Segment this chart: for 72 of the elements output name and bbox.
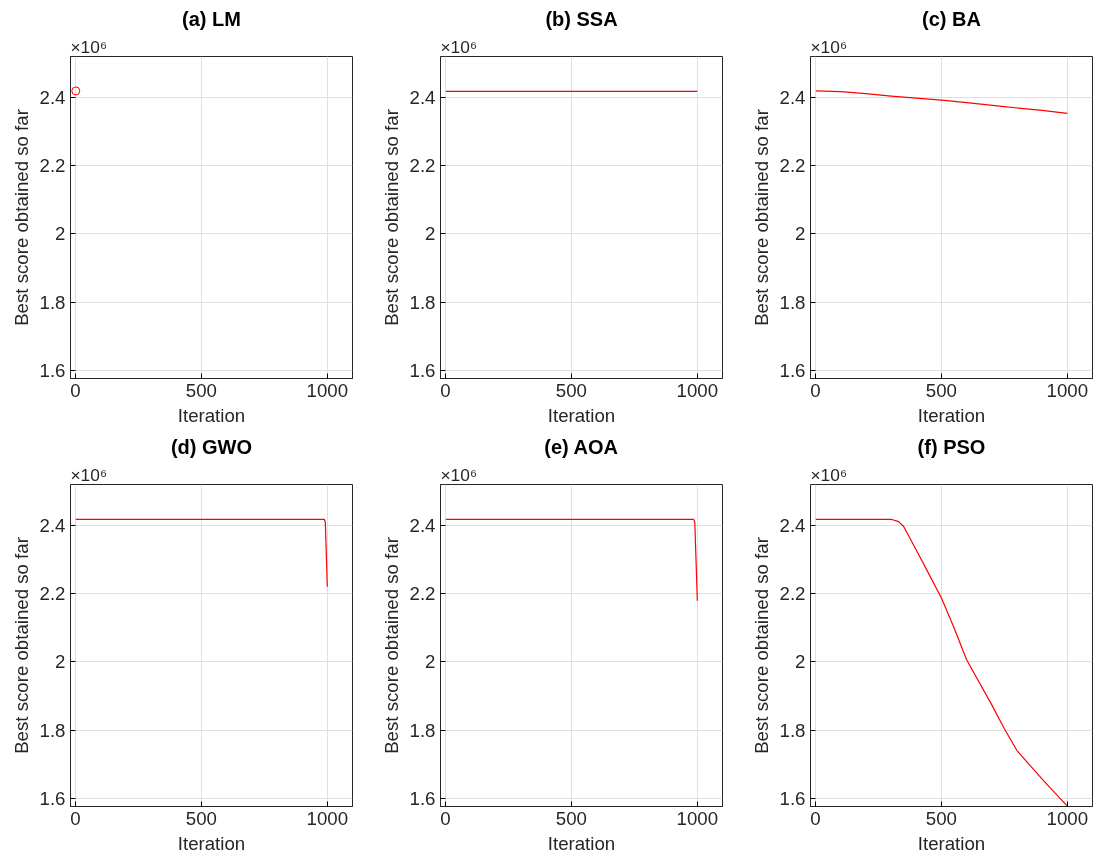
- x-axis-title: Iteration: [917, 404, 986, 426]
- x-tick-label: 1000: [676, 379, 719, 401]
- x-axis-title: Iteration: [177, 832, 246, 854]
- y-tick-label: 2.4: [779, 86, 806, 108]
- y-tick-label: 1.8: [39, 719, 66, 741]
- x-axis-title: Iteration: [917, 832, 986, 854]
- y-tick-label: 1.6: [409, 787, 436, 809]
- chart-title: (f) PSO: [917, 435, 986, 458]
- annotation: ×10⁶: [70, 464, 108, 485]
- chart-title: (a) LM: [182, 7, 241, 30]
- x-tick-label: 500: [555, 379, 588, 401]
- y-axis-title: Best score obtained so far: [750, 109, 772, 326]
- chart-title: (e) AOA: [544, 435, 618, 458]
- y-tick-label: 1.8: [39, 291, 66, 313]
- x-axis-title: Iteration: [547, 404, 616, 426]
- annotation: ×10⁶: [810, 464, 848, 485]
- annotation: ×10⁶: [440, 464, 478, 485]
- y-tick-label: 1.6: [779, 787, 806, 809]
- y-tick-label: 1.6: [409, 359, 436, 381]
- x-tick-label: 1000: [1046, 379, 1089, 401]
- y-tick-label: 2.2: [779, 155, 806, 177]
- y-tick-label: 2: [55, 651, 66, 673]
- y-tick-label: 1.6: [39, 359, 66, 381]
- y-axis-title: Best score obtained so far: [380, 109, 402, 326]
- x-tick-label: 500: [185, 379, 218, 401]
- y-axis-title: Best score obtained so far: [10, 109, 32, 326]
- y-tick-label: 2.2: [39, 155, 66, 177]
- y-tick-label: 2: [55, 223, 66, 245]
- y-tick-label: 2.2: [409, 155, 436, 177]
- x-tick-label: 0: [810, 379, 821, 401]
- x-tick-label: 1000: [306, 807, 349, 829]
- y-tick-label: 1.8: [779, 719, 806, 741]
- x-tick-label: 500: [555, 807, 588, 829]
- y-tick-label: 2.4: [409, 514, 436, 536]
- chart-title: (d) GWO: [170, 435, 253, 458]
- y-tick-label: 1.8: [779, 291, 806, 313]
- y-axis-title: Best score obtained so far: [380, 537, 402, 754]
- x-tick-label: 1000: [306, 379, 349, 401]
- y-tick-label: 1.8: [409, 719, 436, 741]
- y-tick-label: 1.6: [779, 359, 806, 381]
- y-tick-label: 2.2: [779, 583, 806, 605]
- x-tick-label: 1000: [676, 807, 719, 829]
- y-tick-label: 2.4: [409, 86, 436, 108]
- x-tick-label: 1000: [1046, 807, 1089, 829]
- y-tick-label: 2.4: [39, 86, 66, 108]
- y-tick-label: 2: [795, 651, 806, 673]
- chart-title: (c) BA: [922, 7, 981, 30]
- y-axis-title: Best score obtained so far: [10, 537, 32, 754]
- y-tick-label: 2.2: [409, 583, 436, 605]
- y-tick-label: 2.2: [39, 583, 66, 605]
- y-axis-title: Best score obtained so far: [750, 537, 772, 754]
- y-tick-label: 2.4: [779, 514, 806, 536]
- x-tick-label: 0: [810, 807, 821, 829]
- y-tick-label: 2: [425, 223, 436, 245]
- annotation: ×10⁶: [810, 36, 848, 57]
- chart-title: (b) SSA: [545, 7, 618, 30]
- y-tick-label: 2: [795, 223, 806, 245]
- x-axis-title: Iteration: [547, 832, 616, 854]
- y-tick-label: 1.8: [409, 291, 436, 313]
- y-tick-label: 2: [425, 651, 436, 673]
- x-tick-label: 500: [925, 379, 958, 401]
- x-tick-label: 0: [440, 379, 451, 401]
- x-tick-label: 0: [70, 807, 81, 829]
- x-tick-label: 500: [925, 807, 958, 829]
- x-tick-label: 500: [185, 807, 218, 829]
- x-axis-title: Iteration: [177, 404, 246, 426]
- annotation: ×10⁶: [440, 36, 478, 57]
- y-tick-label: 2.4: [39, 514, 66, 536]
- y-tick-label: 1.6: [39, 787, 66, 809]
- x-tick-label: 0: [70, 379, 81, 401]
- annotation: ×10⁶: [70, 36, 108, 57]
- x-tick-label: 0: [440, 807, 451, 829]
